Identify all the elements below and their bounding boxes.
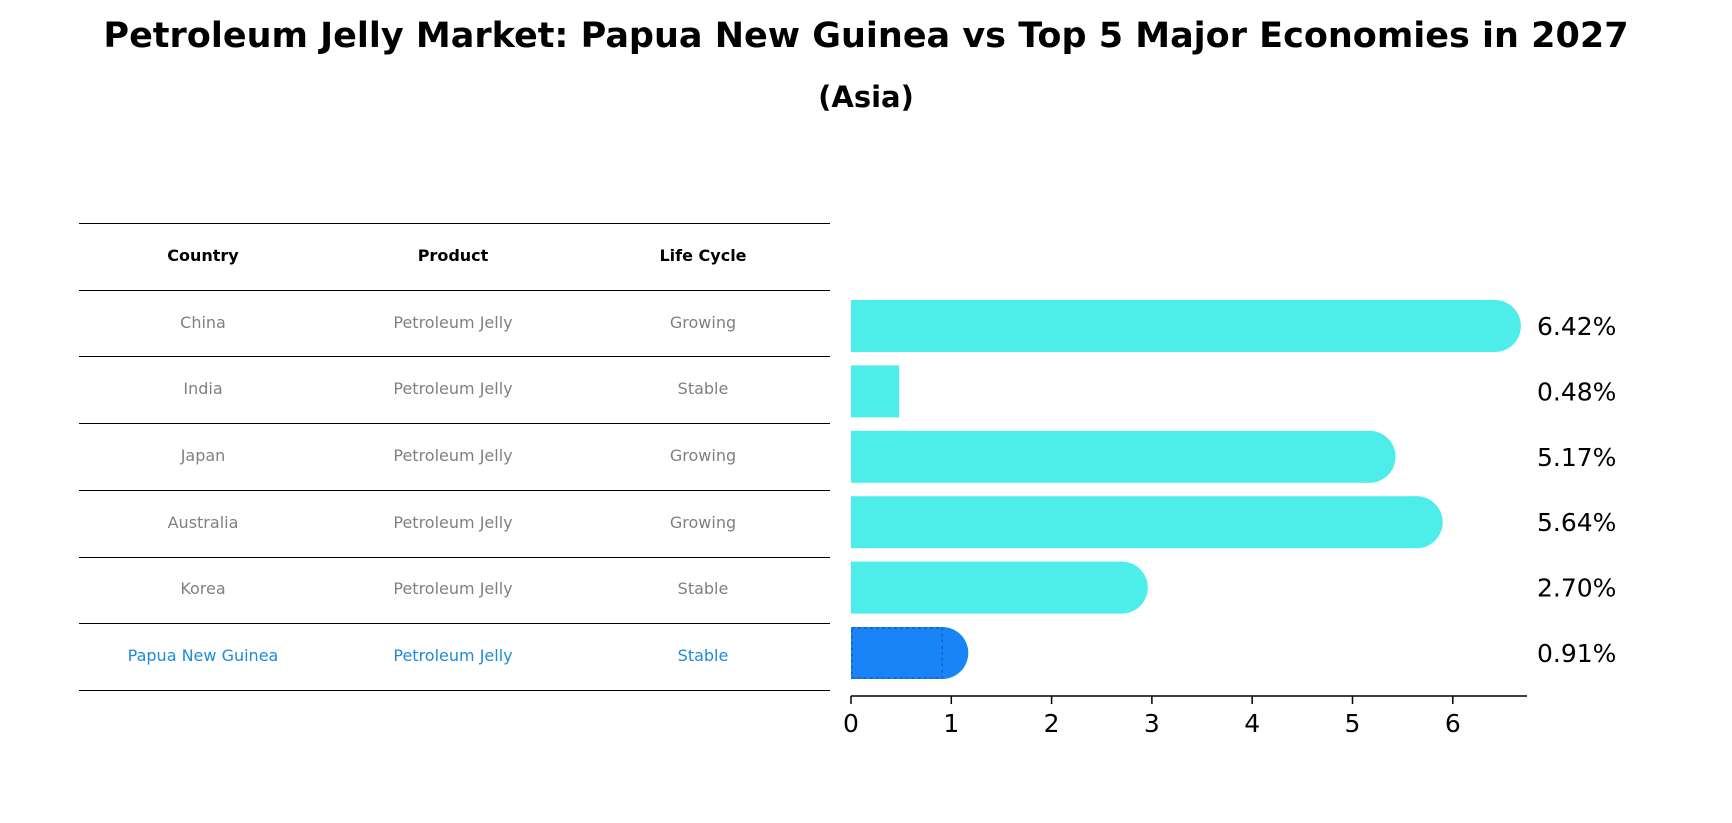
bar-cap xyxy=(1390,496,1443,549)
table-bottom-rule xyxy=(79,690,830,691)
bar-value-label: 0.48% xyxy=(1537,377,1616,406)
table-header-life-cycle: Life Cycle xyxy=(659,246,747,265)
table-cell-life-cycle: Stable xyxy=(677,379,729,398)
x-tick-label: 2 xyxy=(1044,709,1060,738)
bar-highlight-outline xyxy=(851,627,944,679)
table-cell-life-cycle: Growing xyxy=(669,513,737,532)
chart-subtitle: (Asia) xyxy=(818,80,914,114)
x-tick-label: 5 xyxy=(1345,709,1361,738)
table-cell-product: Petroleum Jelly xyxy=(393,579,513,598)
bar-value-label: 5.17% xyxy=(1537,443,1616,472)
table-cell-country-highlight: Papua New Guinea xyxy=(127,646,279,665)
table-row-rule xyxy=(79,557,830,558)
x-tick-label: 1 xyxy=(943,709,959,738)
table-row-rule xyxy=(79,490,830,491)
bar-value-label: 5.64% xyxy=(1537,508,1616,537)
table-cell-country: Korea xyxy=(180,579,226,598)
chart-title: Petroleum Jelly Market: Papua New Guinea… xyxy=(103,16,1629,56)
x-tick-label: 0 xyxy=(843,709,859,738)
table-cell-life-cycle: Growing xyxy=(669,313,737,332)
table-cell-country: Australia xyxy=(167,513,239,532)
table-cell-product: Petroleum Jelly xyxy=(393,313,513,332)
bar xyxy=(851,430,1370,483)
bar-cap xyxy=(1468,300,1521,352)
table-cell-country: Japan xyxy=(180,446,226,465)
table-cell-product-highlight: Petroleum Jelly xyxy=(393,646,513,665)
table-header-product: Product xyxy=(417,246,489,265)
table-cell-life-cycle: Growing xyxy=(669,446,737,465)
table-cell-life-cycle: Stable xyxy=(677,579,729,598)
table-row-rule xyxy=(79,623,830,624)
x-tick-label: 6 xyxy=(1445,709,1461,738)
bar xyxy=(851,365,900,418)
table-cell-product: Petroleum Jelly xyxy=(393,379,513,398)
bar-cap xyxy=(1343,430,1396,483)
table-row-rule xyxy=(79,423,830,424)
table-header-rule xyxy=(79,290,830,291)
bar-cap xyxy=(1095,561,1148,614)
x-tick-label: 4 xyxy=(1244,709,1260,738)
table-row-rule xyxy=(79,356,830,357)
bar-value-label: 2.70% xyxy=(1537,574,1616,603)
table-header-country: Country xyxy=(167,246,239,265)
table-top-rule xyxy=(79,223,830,224)
table-cell-product: Petroleum Jelly xyxy=(393,446,513,465)
x-tick-label: 3 xyxy=(1144,709,1160,738)
bar xyxy=(851,561,1122,614)
table-cell-life-cycle-highlight: Stable xyxy=(677,646,729,665)
table-cell-country: India xyxy=(183,379,223,398)
bar-value-label: 0.91% xyxy=(1537,639,1616,668)
table-cell-product: Petroleum Jelly xyxy=(393,513,513,532)
table-cell-country: China xyxy=(180,313,226,332)
bar xyxy=(851,496,1417,549)
bar-value-label: 6.42% xyxy=(1537,312,1616,341)
bar xyxy=(851,300,1495,352)
